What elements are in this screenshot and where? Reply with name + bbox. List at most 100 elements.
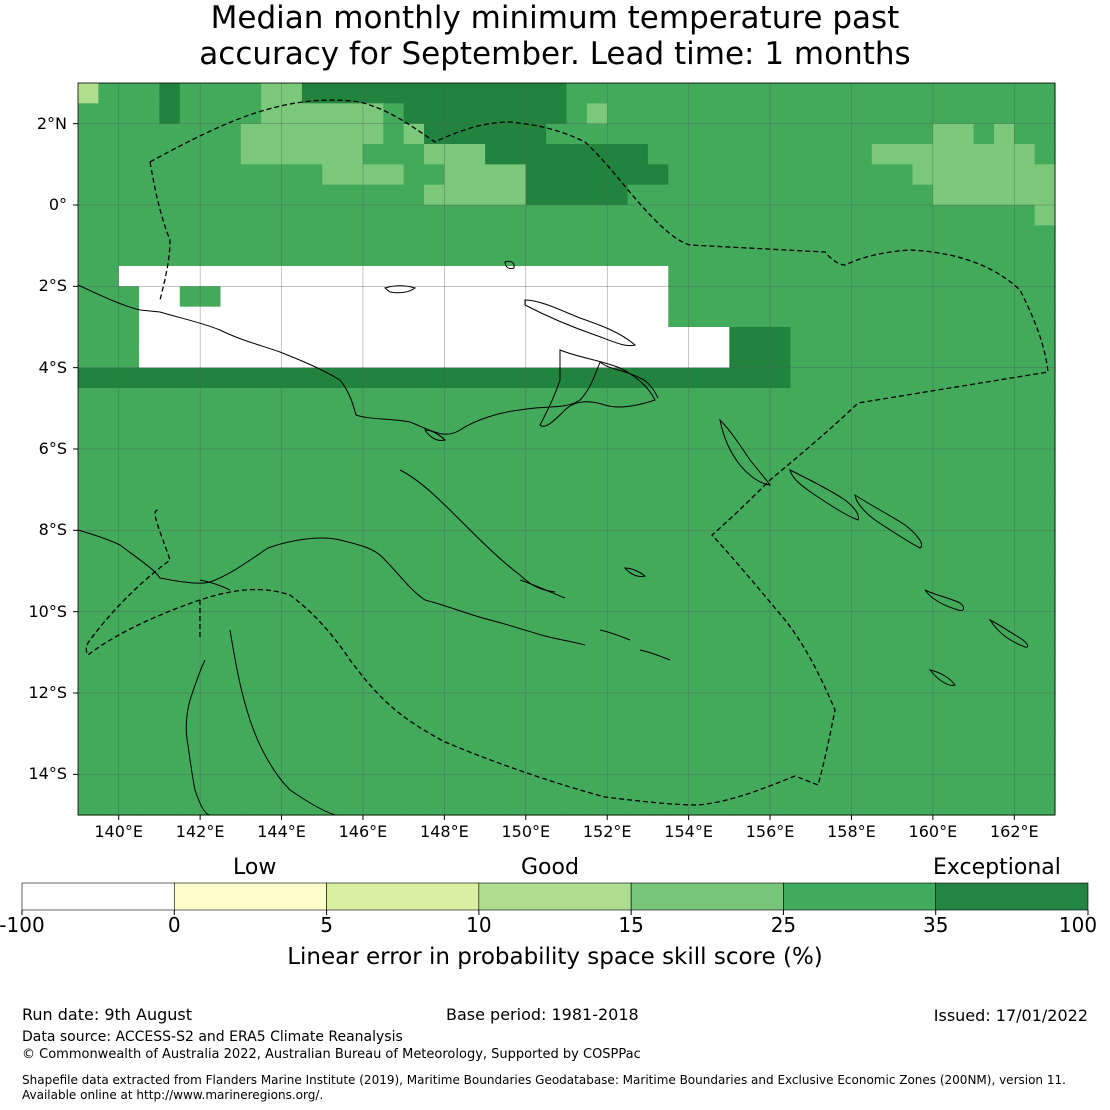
skill-cell [505, 611, 527, 633]
skill-cell [993, 266, 1015, 287]
skill-cell [485, 327, 507, 348]
skill-cell [78, 245, 99, 267]
skill-cell [912, 367, 934, 389]
skill-cell [444, 489, 466, 511]
skill-cell [586, 449, 608, 470]
skill-cell [851, 611, 873, 633]
skill-cell [688, 428, 710, 450]
skill-cell [688, 571, 710, 592]
skill-cell [546, 733, 568, 755]
skill-cell [546, 530, 568, 552]
skill-cell [1014, 530, 1036, 552]
skill-cell [78, 205, 99, 226]
skill-cell [912, 469, 934, 491]
skill-cell [1014, 611, 1036, 633]
skill-cell [200, 652, 222, 674]
skill-cell [953, 408, 975, 430]
skill-cell [342, 591, 364, 613]
skill-cell [261, 672, 283, 694]
skill-cell [871, 489, 893, 511]
skill-cell [708, 327, 730, 348]
skill-cell [688, 489, 710, 511]
skill-cell [98, 123, 120, 145]
skill-cell [607, 469, 629, 491]
skill-cell [973, 428, 995, 450]
skill-cell [342, 123, 364, 145]
skill-cell [342, 489, 364, 511]
skill-cell [179, 184, 201, 206]
skill-cell [261, 408, 283, 430]
coastline-solomon-1 [789, 469, 859, 521]
skill-cell [831, 123, 853, 145]
skill-cell [749, 286, 771, 308]
skill-cell [790, 774, 812, 796]
skill-cell [301, 266, 323, 287]
skill-cell [729, 286, 751, 308]
skill-cell [871, 672, 893, 694]
skill-cell [179, 611, 201, 633]
skill-cell [831, 428, 853, 450]
skill-cell [281, 327, 303, 348]
skill-cell [647, 672, 669, 694]
skill-cell [424, 510, 445, 531]
skill-cell [647, 428, 669, 450]
skill-cell [301, 611, 323, 633]
skill-cell [546, 652, 568, 674]
skill-cell [220, 428, 242, 450]
skill-cell [383, 693, 405, 714]
skill-cell [912, 449, 934, 470]
skill-cell [322, 754, 344, 775]
skill-cell [98, 693, 120, 714]
skill-cell [1034, 672, 1056, 694]
colorbar-tick-label: 5 [320, 913, 333, 937]
skill-cell [281, 245, 303, 267]
skill-cell [851, 449, 873, 470]
skill-cell [98, 652, 120, 674]
skill-cell [647, 794, 669, 816]
skill-cell [770, 327, 791, 348]
skill-cell [424, 652, 445, 674]
skill-cell [810, 266, 832, 287]
skill-cell [139, 754, 161, 775]
skill-cell [688, 205, 710, 226]
skill-cell [1034, 266, 1056, 287]
skill-cell [627, 469, 649, 491]
skill-cell [953, 794, 975, 816]
skill-cell [159, 327, 181, 348]
skill-cell [729, 571, 751, 592]
skill-cell [892, 367, 914, 389]
skill-cell [831, 571, 853, 592]
skill-cell [342, 184, 364, 206]
skill-cell [403, 733, 425, 755]
skill-cell [1014, 591, 1036, 613]
skill-cell [301, 164, 323, 186]
skill-cell [546, 123, 568, 145]
skill-cell [810, 693, 832, 714]
skill-cell [932, 123, 954, 145]
skill-cell [627, 489, 649, 511]
skill-cell [261, 164, 283, 186]
skill-cell [139, 611, 161, 633]
skill-cell [118, 774, 140, 796]
skill-cell [566, 266, 588, 287]
skill-cell [383, 286, 405, 308]
skill-cell [912, 591, 934, 613]
skill-cell [505, 449, 527, 470]
skill-cell [729, 184, 751, 206]
skill-cell [627, 713, 649, 735]
skill-cell [892, 774, 914, 796]
skill-cell [688, 123, 710, 145]
skill-cell [708, 367, 730, 389]
skill-cell [932, 388, 954, 409]
skill-cell [607, 591, 629, 613]
skill-cell [464, 225, 486, 247]
skill-cell [993, 164, 1015, 186]
y-tick-label: 14°S [28, 764, 67, 784]
skill-cell [78, 550, 99, 572]
skill-cell [78, 266, 99, 287]
skill-cell [444, 754, 466, 775]
skill-cell [159, 266, 181, 287]
skill-cell [240, 245, 262, 267]
skill-cell [464, 306, 486, 328]
skill-cell [118, 184, 140, 206]
